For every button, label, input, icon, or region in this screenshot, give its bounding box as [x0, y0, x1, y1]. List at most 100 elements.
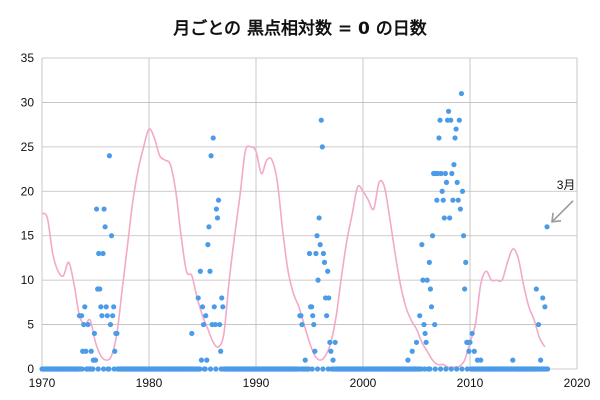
data-point [464, 366, 470, 372]
data-point [330, 357, 336, 363]
data-point [438, 170, 444, 177]
data-point [112, 348, 118, 354]
y-tick-label: 35 [21, 51, 35, 65]
y-tick-label: 0 [27, 362, 34, 376]
data-point [459, 366, 465, 372]
smoothed-curve-line [41, 128, 546, 369]
data-point [81, 321, 87, 328]
data-point [454, 179, 460, 185]
data-point [111, 304, 117, 310]
data-point [424, 277, 430, 283]
data-point [544, 224, 550, 230]
data-point [422, 330, 428, 337]
data-point [205, 242, 211, 248]
data-points [39, 90, 551, 372]
data-point [460, 233, 467, 239]
data-point [197, 268, 203, 274]
data-point [426, 259, 432, 265]
data-point [320, 366, 326, 372]
data-point [93, 206, 100, 212]
data-point [423, 339, 429, 345]
data-point [299, 321, 305, 328]
data-point [432, 366, 438, 372]
data-point [88, 348, 94, 354]
data-point [95, 366, 101, 372]
data-point [195, 295, 201, 301]
data-point [540, 295, 546, 301]
data-point [213, 206, 220, 212]
data-point [442, 170, 448, 177]
data-point [315, 277, 321, 283]
data-point [456, 117, 462, 123]
x-tick-label: 2010 [457, 376, 484, 390]
data-point [108, 233, 115, 239]
data-point [90, 366, 96, 372]
data-point [104, 313, 110, 319]
data-point [459, 188, 466, 194]
data-point [214, 215, 221, 221]
data-point [418, 366, 424, 372]
data-point [312, 348, 318, 354]
data-point [306, 250, 313, 257]
data-point [544, 366, 551, 372]
data-point [450, 197, 456, 203]
data-point [103, 304, 109, 310]
data-point [443, 366, 449, 372]
y-tick-label: 5 [27, 318, 34, 332]
data-point [106, 366, 112, 372]
data-point [321, 259, 328, 265]
data-point [212, 321, 218, 328]
x-tick-label: 1970 [29, 376, 56, 390]
data-point [332, 339, 338, 345]
data-point [471, 348, 477, 354]
data-point [202, 366, 208, 372]
data-point [455, 197, 461, 203]
data-point [427, 366, 433, 372]
data-point [453, 126, 459, 132]
data-point [420, 277, 426, 283]
data-point [427, 286, 434, 292]
data-point [467, 339, 473, 345]
data-point [313, 250, 319, 257]
data-point [220, 304, 226, 310]
x-tick-label: 2020 [564, 376, 591, 390]
data-point [417, 313, 423, 319]
data-point [447, 215, 453, 221]
data-point [207, 366, 214, 372]
data-point [311, 321, 317, 328]
data-point [436, 135, 442, 141]
data-point [82, 304, 88, 310]
data-point [207, 268, 213, 274]
data-point [114, 330, 120, 337]
data-point [325, 268, 331, 274]
data-point [466, 348, 472, 354]
data-point [111, 366, 117, 372]
data-point [328, 348, 334, 354]
data-point [469, 330, 475, 337]
data-point [478, 357, 484, 363]
x-tick-label: 1990 [243, 376, 270, 390]
data-point [439, 188, 445, 194]
data-point [98, 304, 104, 310]
data-point [428, 304, 435, 310]
data-point [429, 233, 436, 239]
data-point [510, 357, 516, 363]
data-point [314, 366, 321, 372]
data-point [437, 117, 443, 123]
data-point [310, 313, 316, 319]
data-point [409, 348, 415, 354]
data-point [85, 321, 91, 328]
annotation-arrow-line [551, 200, 574, 223]
data-point [92, 357, 99, 363]
data-point [434, 197, 440, 203]
y-tick-label: 25 [21, 140, 35, 154]
data-point [83, 348, 89, 354]
data-point [200, 321, 207, 328]
data-point [327, 339, 333, 345]
data-point [198, 357, 205, 363]
data-point [452, 135, 458, 141]
data-point [317, 242, 323, 248]
data-point [309, 304, 315, 310]
data-point [215, 197, 222, 203]
data-point [107, 321, 114, 328]
